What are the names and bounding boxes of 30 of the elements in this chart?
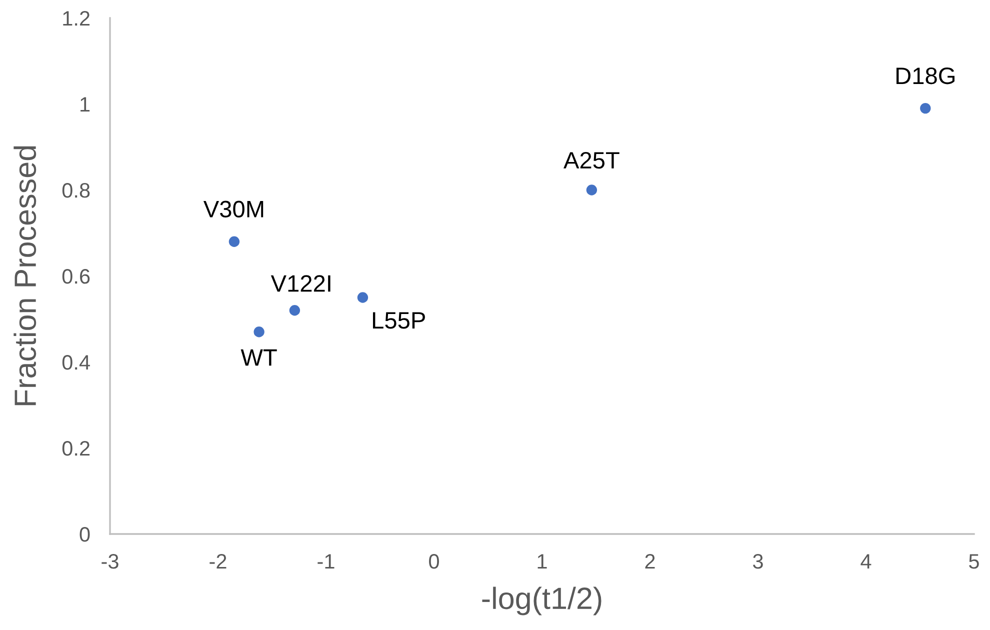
annotation: V122I <box>270 275 330 292</box>
x-tick-label: 2 <box>645 554 655 569</box>
point <box>254 326 264 338</box>
y-tick-label: 0.4 <box>62 355 90 370</box>
annotation: WT <box>240 349 277 366</box>
y-tick-label: 1.2 <box>63 11 90 26</box>
point <box>357 292 368 303</box>
point <box>920 102 931 114</box>
y-tick-label: 0.2 <box>62 441 90 456</box>
y-tick-label: 1 <box>80 97 90 112</box>
annotation: D18G <box>896 67 954 84</box>
x-tick-label: 0 <box>429 554 439 569</box>
point <box>586 184 598 196</box>
y-tick-label: 0 <box>80 527 90 542</box>
x-tick-label: 4 <box>860 554 872 569</box>
x-axis-title: -log(t1/2) <box>482 586 602 616</box>
annotation: L55P <box>372 312 425 329</box>
y-tick-label: 0.8 <box>62 183 90 198</box>
x-tick-label: -1 <box>318 554 334 569</box>
x-tick-label: -2 <box>210 554 226 569</box>
annotation: V30M <box>203 200 264 218</box>
y-tick-label: 0.6 <box>62 269 90 284</box>
x-tick-label: -3 <box>102 554 118 569</box>
point <box>228 236 240 247</box>
y-axis-title: Fraction Processed <box>14 146 36 406</box>
annotation: A25T <box>564 152 620 169</box>
x-tick-label: 1 <box>538 554 547 569</box>
point <box>289 305 300 316</box>
x-tick-label: 3 <box>753 554 763 569</box>
x-tick-label: 5 <box>969 554 979 569</box>
